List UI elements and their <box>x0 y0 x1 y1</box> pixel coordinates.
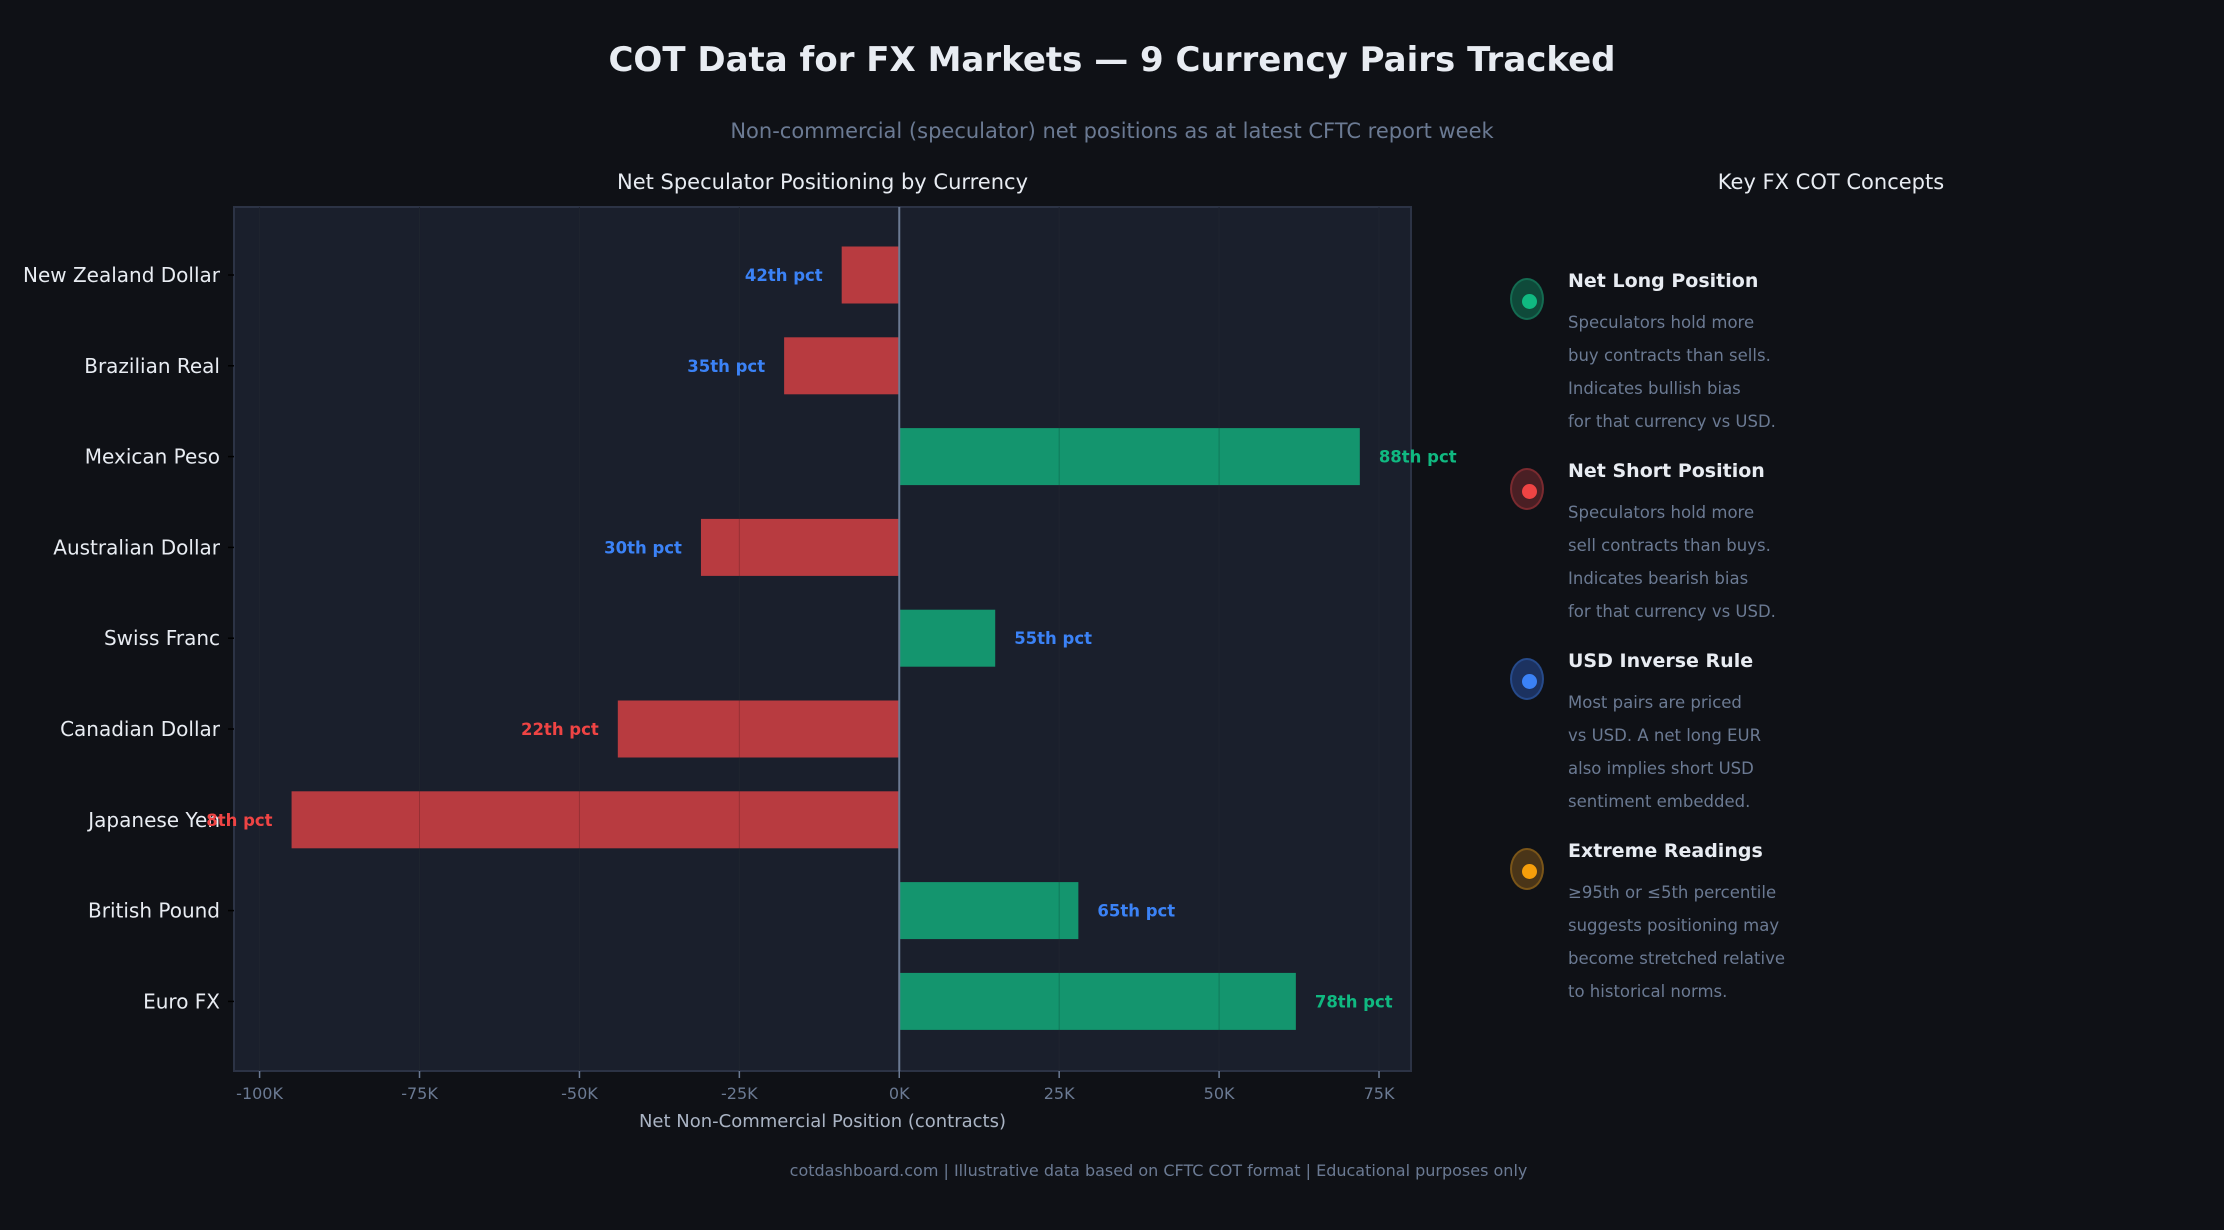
page-title: COT Data for FX Markets — 9 Currency Pai… <box>608 40 1616 80</box>
concept-description: ≥95th or ≤5th percentile suggests positio… <box>1568 876 1785 1008</box>
y-tick-label: British Pound <box>88 899 220 923</box>
data-label: 30th pct <box>604 538 682 557</box>
x-tick-label: 0K <box>889 1084 910 1103</box>
bar <box>899 428 1360 486</box>
data-label: 22th pct <box>521 720 599 739</box>
bar <box>617 700 900 758</box>
bar <box>784 337 900 395</box>
orange-dot-icon <box>1510 848 1544 890</box>
data-label: 65th pct <box>1097 902 1175 921</box>
concept-heading: USD Inverse Rule <box>1568 650 1754 672</box>
y-tick-label: Japanese Yen <box>86 808 220 832</box>
x-tick-label: -25K <box>721 1084 758 1103</box>
footer: cotdashboard.com | Illustrative data bas… <box>789 1161 1528 1180</box>
concept-description: Speculators hold more buy contracts than … <box>1568 306 1776 438</box>
bar <box>899 972 1296 1030</box>
description-line: ≥95th or ≤5th percentile <box>1568 883 1777 902</box>
data-label: 78th pct <box>1315 992 1393 1011</box>
blue-dot-icon <box>1510 658 1544 700</box>
bar <box>841 246 900 304</box>
data-label: 35th pct <box>687 357 765 376</box>
x-axis-label: Net Non-Commercial Position (contracts) <box>639 1111 1006 1132</box>
y-tick-label: New Zealand Dollar <box>23 263 221 287</box>
description-line: buy contracts than sells. <box>1568 346 1771 365</box>
bar <box>291 791 900 849</box>
description-line: also implies short USD <box>1568 759 1754 778</box>
data-label: 88th pct <box>1379 448 1457 467</box>
concept-description: Most pairs are priced vs USD. A net long … <box>1568 686 1761 818</box>
y-tick-label: Euro FX <box>143 989 220 1013</box>
description-line: sell contracts than buys. <box>1568 536 1771 555</box>
description-line: for that currency vs USD. <box>1568 602 1776 621</box>
y-tick-label: Mexican Peso <box>85 445 220 469</box>
description-line: Speculators hold more <box>1568 313 1755 332</box>
description-line: suggests positioning may <box>1568 916 1780 935</box>
data-label: 8th pct <box>206 811 272 830</box>
chart-title: Net Speculator Positioning by Currency <box>616 170 1029 194</box>
y-tick-label: Australian Dollar <box>53 535 221 559</box>
y-tick-label: Canadian Dollar <box>60 717 221 741</box>
description-line: become stretched relative <box>1568 949 1786 968</box>
x-tick-label: 50K <box>1204 1084 1235 1103</box>
description-line: Most pairs are priced <box>1568 693 1742 712</box>
y-tick-label: Swiss Franc <box>104 626 220 650</box>
description-line: Indicates bearish bias <box>1568 569 1749 588</box>
bar <box>899 609 996 667</box>
description-line: to historical norms. <box>1568 982 1728 1001</box>
panel-title: Key FX COT Concepts <box>1717 170 1945 194</box>
x-tick-label: 75K <box>1364 1084 1395 1103</box>
description-line: sentiment embedded. <box>1568 792 1751 811</box>
concept-description: Speculators hold more sell contracts than… <box>1568 496 1776 628</box>
description-line: Indicates bullish bias <box>1568 379 1741 398</box>
plot-area <box>233 206 1412 1072</box>
data-label: 55th pct <box>1014 629 1092 648</box>
description-line: vs USD. A net long EUR <box>1568 726 1762 745</box>
x-tick-label: -75K <box>401 1084 438 1103</box>
data-label: 42th pct <box>745 266 823 285</box>
concept-heading: Net Long Position <box>1568 270 1759 292</box>
y-tick-label: Brazilian Real <box>84 354 220 378</box>
x-tick-label: 25K <box>1044 1084 1075 1103</box>
bar <box>700 518 900 576</box>
red-dot-icon <box>1510 468 1544 510</box>
green-dot-icon <box>1510 278 1544 320</box>
description-line: for that currency vs USD. <box>1568 412 1776 431</box>
concept-heading: Extreme Readings <box>1568 840 1763 862</box>
bar <box>899 882 1079 940</box>
page-subtitle: Non-commercial (speculator) net position… <box>730 119 1494 143</box>
description-line: Speculators hold more <box>1568 503 1755 522</box>
x-tick-label: -50K <box>561 1084 598 1103</box>
x-tick-label: -100K <box>236 1084 283 1103</box>
concept-heading: Net Short Position <box>1568 460 1765 482</box>
